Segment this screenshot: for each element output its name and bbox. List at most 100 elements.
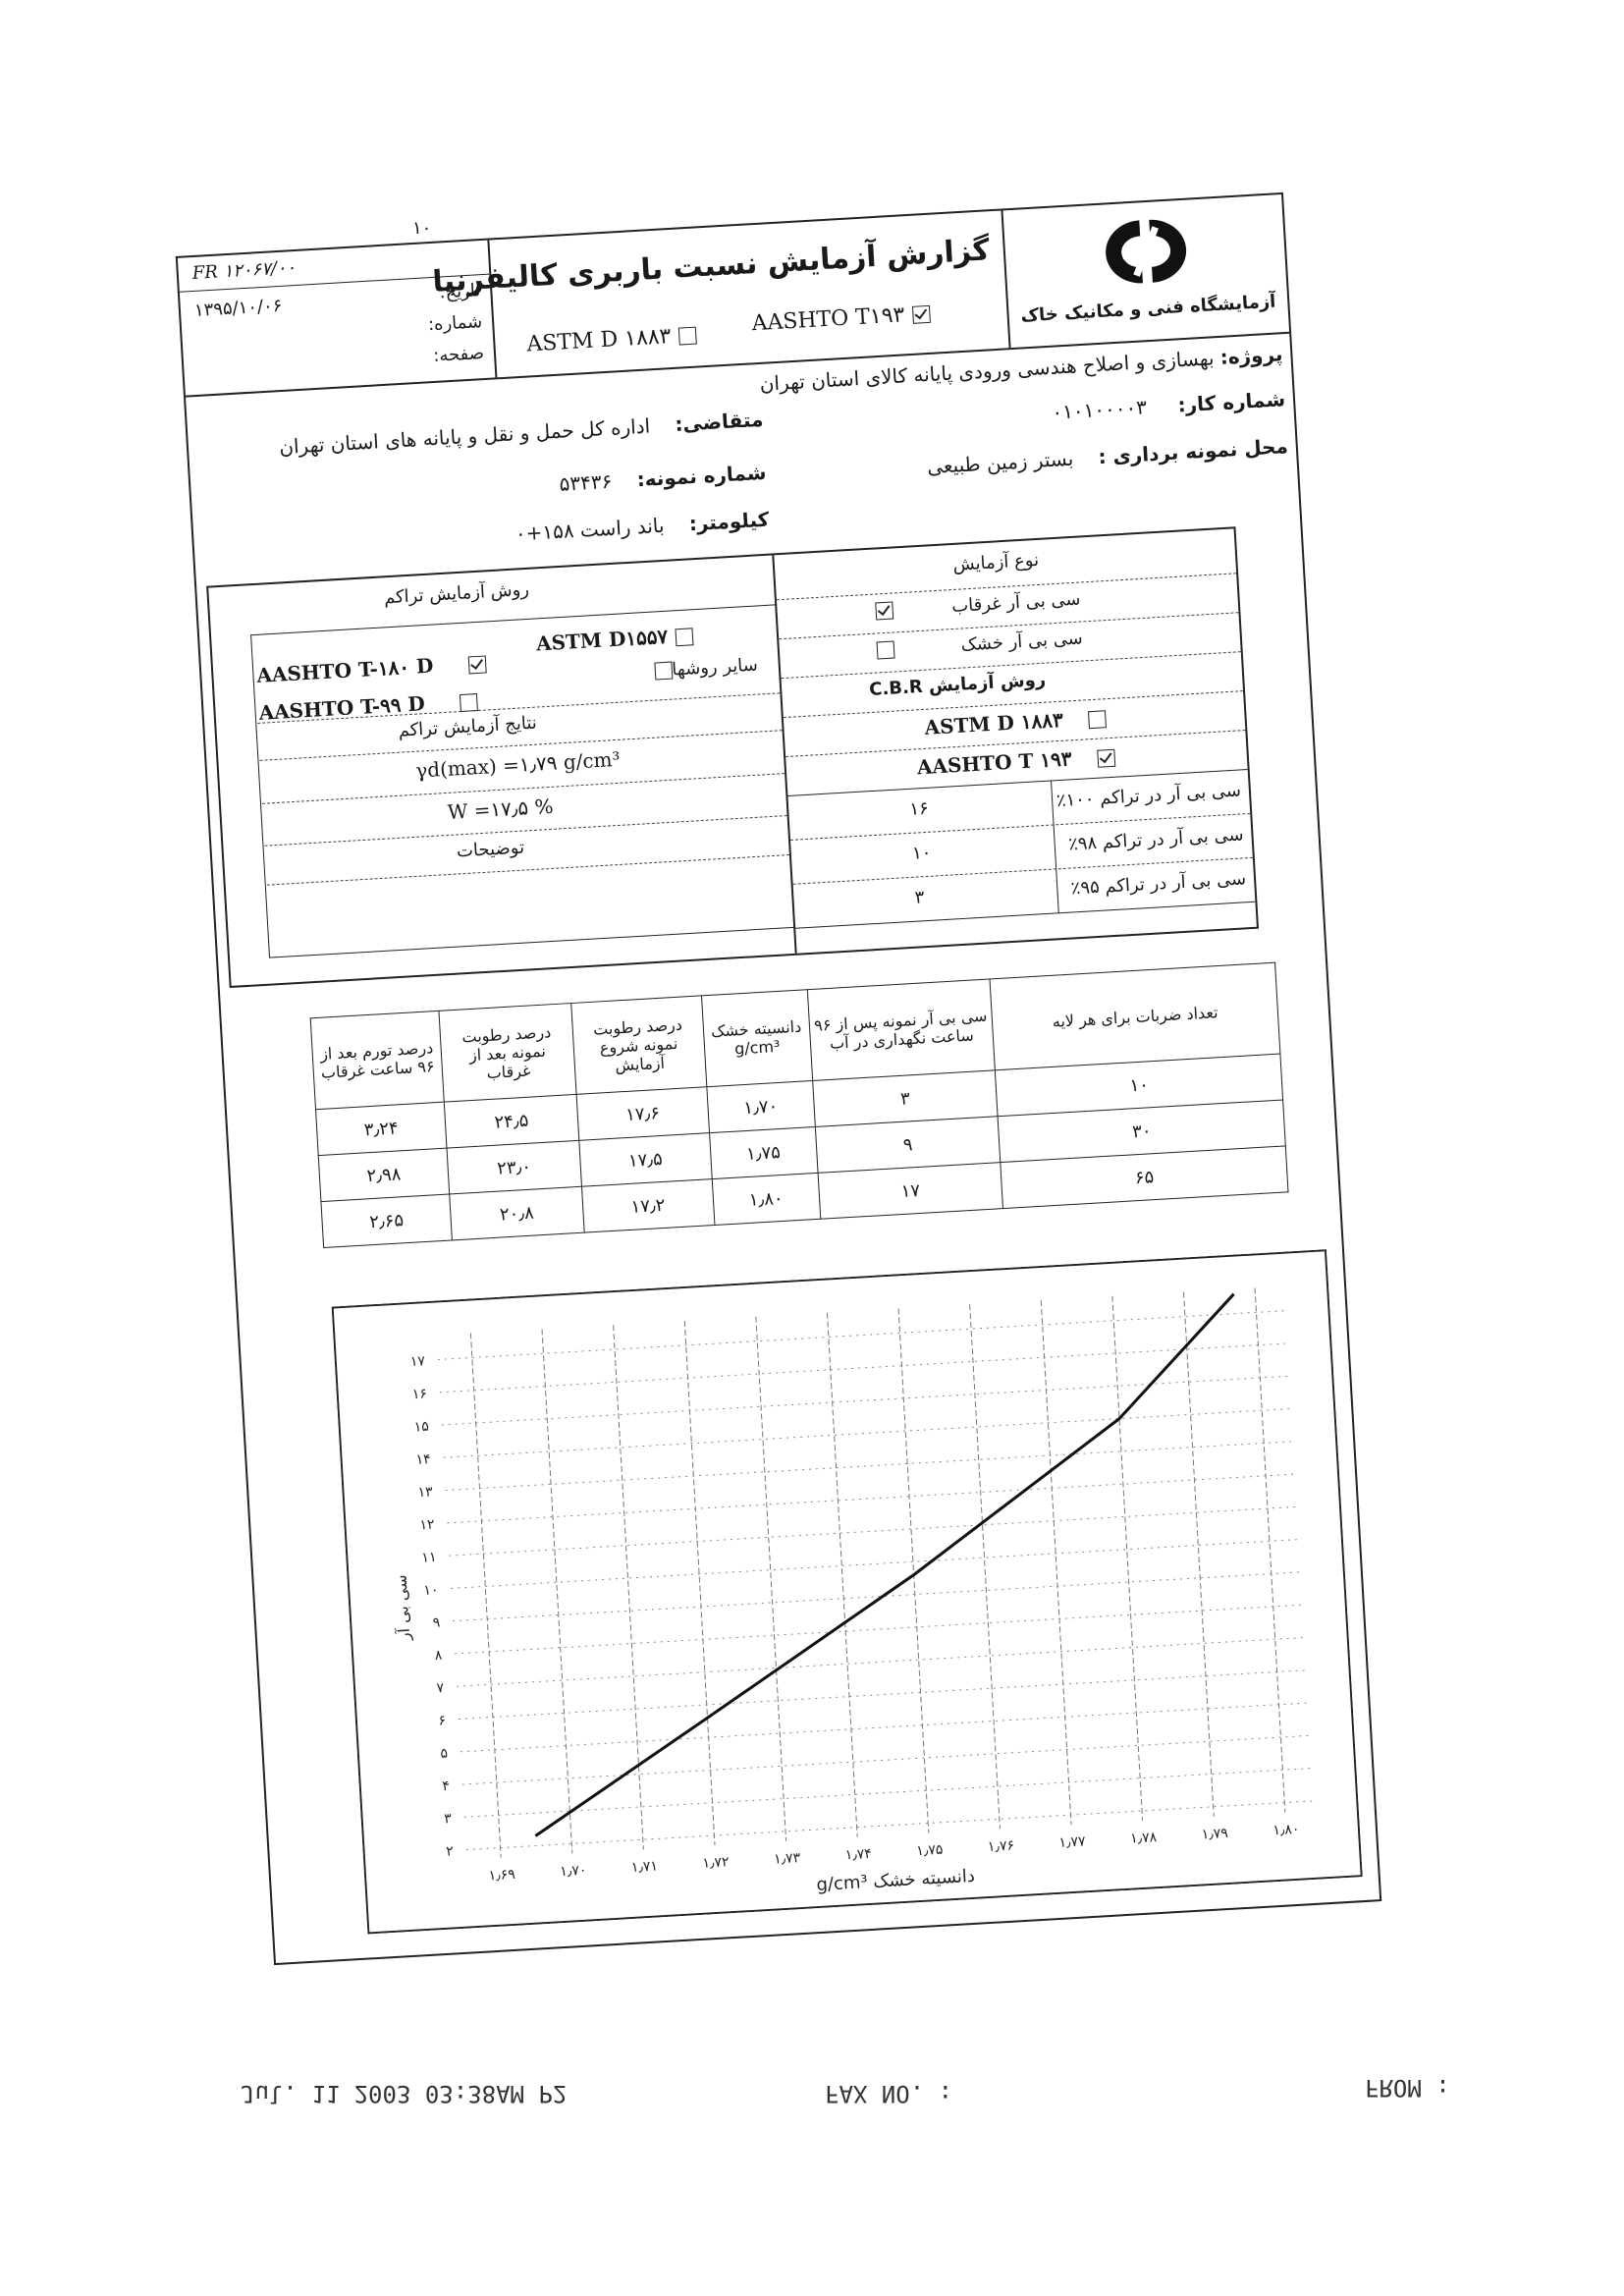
option: سی بی آر غرقاب bbox=[867, 589, 1081, 622]
y-tick-label: ۱۱ bbox=[421, 1550, 437, 1566]
location-row: محل نمونه برداری : بستر زمین طبیعی bbox=[927, 434, 1289, 478]
field-value: بهسازی و اصلاح هندسی ورودی پایانه کالای … bbox=[759, 346, 1216, 396]
x-tick-label: ۱٫۷۹ bbox=[1201, 1826, 1228, 1843]
number-label: شماره: bbox=[427, 311, 483, 336]
form-code: FR ۱۲۰۶۷/۰۰ bbox=[191, 256, 297, 284]
field-value: ۵۳۴۳۶ bbox=[558, 468, 613, 496]
cbr-value: ۱۰ bbox=[911, 842, 932, 864]
table-cell: ۱٫۸۰ bbox=[711, 1173, 821, 1226]
x-axis-label: دانسیته خشک g/cm³ bbox=[816, 1866, 975, 1895]
page-mark: ۱۰ bbox=[412, 218, 432, 239]
table-cell: ۱۷٫۲ bbox=[581, 1178, 715, 1233]
compaction-title: روش آزمایش تراکم bbox=[383, 578, 530, 609]
grid-line bbox=[1111, 1295, 1144, 1821]
header-cell: سی بی آر نمونه پس از ۹۶ ساعت نگهداری در … bbox=[806, 978, 996, 1081]
x-tick-label: ۱٫۸۰ bbox=[1272, 1822, 1300, 1839]
checkbox bbox=[467, 654, 487, 674]
grid-line bbox=[897, 1308, 930, 1833]
field-label: شماره کار: bbox=[1176, 387, 1286, 417]
grid-line bbox=[451, 1539, 1299, 1589]
checkbox bbox=[1088, 709, 1108, 729]
grid-line bbox=[613, 1325, 644, 1850]
option: سی بی آر خشک bbox=[868, 628, 1083, 661]
field-label: متقاضی: bbox=[674, 407, 764, 436]
cbr-value: ۳ bbox=[914, 887, 925, 908]
table-cell: ۱٫۷۵ bbox=[709, 1126, 818, 1179]
table-cell: ۱٫۷۰ bbox=[706, 1080, 815, 1133]
grid-line bbox=[445, 1441, 1294, 1492]
field-label: محل نمونه برداری : bbox=[1097, 434, 1289, 469]
standard-option: ASTM D ۱۸۸۳ bbox=[525, 322, 705, 357]
x-tick-label: ۱٫۷۷ bbox=[1058, 1833, 1086, 1851]
method-option: AASHTO T ۱۹۳ bbox=[916, 743, 1123, 779]
table-cell: ۱۷ bbox=[817, 1162, 1003, 1220]
y-tick-label: ۱۵ bbox=[413, 1419, 429, 1436]
y-tick-label: ۹ bbox=[432, 1614, 440, 1630]
remarks-label: توضیحات bbox=[456, 837, 525, 862]
standard-label: ASTM D ۱۸۸۳ bbox=[525, 324, 673, 357]
y-tick-label: ۱۶ bbox=[411, 1386, 427, 1402]
chart: ۱٫۶۹ ۱٫۷۰ ۱٫۷۱ ۱٫۷۲ ۱٫۷۳ ۱٫۷۴ ۱٫۷۵ ۱٫۷۶ ۱٫۷۷ ۱٫۷۸… bbox=[331, 1249, 1363, 1935]
y-tick-label: ۷ bbox=[436, 1680, 445, 1696]
checkbox bbox=[460, 692, 479, 712]
header-cell: درصد تورم بعد از ۹۶ ساعت غرقاب bbox=[310, 1011, 445, 1110]
grid-line bbox=[465, 1800, 1315, 1851]
grid-line bbox=[826, 1312, 858, 1837]
grid-line bbox=[447, 1473, 1296, 1524]
grid-line bbox=[541, 1329, 573, 1854]
checkbox bbox=[1096, 748, 1115, 768]
y-tick-label: ۳ bbox=[444, 1811, 453, 1827]
standard-label: AASHTO T۱۹۳ bbox=[750, 302, 906, 337]
y-tick-label: ۵ bbox=[440, 1746, 448, 1762]
table-cell: ۱۷٫۶ bbox=[575, 1086, 710, 1141]
y-tick-label: ۸ bbox=[434, 1648, 443, 1664]
x-tick-label: ۱٫۷۳ bbox=[774, 1850, 801, 1868]
x-tick-label: ۱٫۷۶ bbox=[987, 1837, 1014, 1855]
report-title: گزارش آزمایش نسبت باربری کالیفرنیا bbox=[431, 233, 991, 300]
field-value: بستر زمین طبیعی bbox=[926, 446, 1074, 479]
page-label: صفحه: bbox=[432, 343, 485, 367]
field-label: شماره نمونه: bbox=[635, 460, 768, 492]
checkbox bbox=[653, 661, 673, 681]
km-row: کیلومتر: باند راست ۱۵۸+۰ bbox=[514, 508, 770, 546]
report-sheet: FR ۱۲۰۶۷/۰۰ ۱۳۹۵/۱۰/۰۶ تاریخ: شماره: صفح… bbox=[175, 191, 1382, 1966]
fax-from: FROM : bbox=[1365, 2074, 1450, 2102]
lab-logo bbox=[1106, 219, 1187, 284]
test-box: نوع آزمایش سی بی آر غرقاب سی بی آر خشک ر… bbox=[206, 526, 1260, 989]
grid-line bbox=[969, 1304, 1001, 1830]
y-axis-label: سی بی آر bbox=[391, 1574, 414, 1642]
table-cell: ۲۳٫۰ bbox=[446, 1140, 582, 1195]
grid-line bbox=[457, 1636, 1305, 1687]
grid-line bbox=[453, 1571, 1301, 1622]
x-tick-label: ۱٫۷۴ bbox=[844, 1846, 872, 1864]
option-label: سی بی آر خشک bbox=[960, 628, 1084, 656]
y-tick-label: ۱۷ bbox=[409, 1353, 425, 1370]
field-value: ۰۱۰۱۰۰۰۰۳ bbox=[1051, 395, 1148, 424]
grid-line bbox=[755, 1316, 787, 1841]
header-cell: درصد رطوبت نمونه بعد از غرقاب bbox=[438, 1003, 576, 1103]
field-label: پروژه: bbox=[1219, 342, 1284, 369]
grid-line bbox=[441, 1375, 1290, 1426]
x-tick-label: ۱٫۷۸ bbox=[1130, 1830, 1158, 1847]
y-tick-label: ۴ bbox=[442, 1778, 450, 1794]
grid-line bbox=[460, 1702, 1309, 1753]
data-line bbox=[534, 1292, 1235, 1837]
y-tick-label: ۱۲ bbox=[419, 1517, 435, 1534]
sample-row: شماره نمونه: ۵۳۴۳۶ bbox=[559, 461, 767, 496]
field-label: کیلومتر: bbox=[688, 507, 770, 536]
grid-line bbox=[437, 1310, 1286, 1360]
y-tick-label: ۱۰ bbox=[423, 1582, 439, 1599]
checkbox bbox=[911, 304, 931, 324]
applicant-row: متقاضی: اداره کل حمل و نقل و پایانه های … bbox=[279, 408, 764, 459]
method-label: ASTM D ۱۸۸۳ bbox=[923, 707, 1064, 739]
y-tick-label: ۱۴ bbox=[415, 1451, 431, 1468]
fax-stamp: Jul. 11 2003 03:38AM P2 bbox=[241, 2080, 568, 2107]
option-label: سی بی آر غرقاب bbox=[950, 588, 1081, 618]
x-tick-label: ۱٫۷۰ bbox=[560, 1863, 587, 1881]
cbr-value: ۱۶ bbox=[908, 797, 930, 820]
table-cell: ۲٫۹۸ bbox=[318, 1148, 450, 1202]
y-tick-label: ۶ bbox=[438, 1713, 446, 1728]
cbr-label: سی بی آر در تراکم ۹۸٪ bbox=[1067, 824, 1245, 855]
